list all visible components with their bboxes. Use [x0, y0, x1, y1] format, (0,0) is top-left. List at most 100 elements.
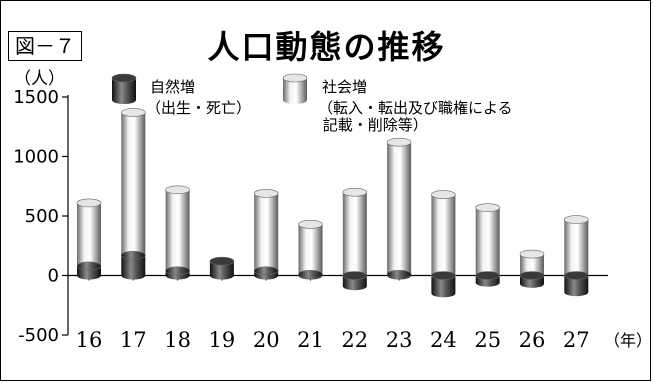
- cylinder-body: [431, 275, 456, 294]
- legend-natural-increase-label: 自然増: [150, 78, 196, 96]
- x-tick-label: 26: [519, 328, 546, 352]
- cylinder-top: [342, 271, 368, 280]
- bar-natural-increase-16: [76, 261, 102, 280]
- legend-natural-increase-icon: [111, 73, 137, 104]
- x-tick-label: 18: [164, 328, 191, 352]
- x-tick-label: 20: [253, 328, 280, 352]
- cylinder-top: [111, 73, 137, 83]
- cylinder-top: [563, 215, 589, 224]
- cylinder-body: [520, 254, 544, 276]
- cylinder-top: [121, 108, 146, 117]
- x-tick-label: 17: [120, 328, 147, 352]
- cylinder-body: [342, 275, 367, 287]
- legend-social-increase-label: 社会増: [322, 78, 368, 96]
- y-axis-unit-label: （人）: [14, 69, 65, 89]
- bar-social-increase-20: [253, 189, 279, 275]
- y-tick-label: 1000: [13, 147, 59, 168]
- cylinder-top: [165, 185, 190, 195]
- bar-social-increase-23: [386, 137, 412, 279]
- bar-natural-increase-27: [563, 271, 589, 297]
- cylinder-top: [519, 249, 545, 259]
- x-tick-label: 24: [430, 328, 457, 352]
- bar-natural-increase-18: [165, 266, 190, 280]
- bar-natural-increase-23: [386, 270, 412, 280]
- bar-social-increase-27: [563, 215, 589, 280]
- x-tick-label: 27: [563, 328, 590, 352]
- cylinder-top: [209, 256, 235, 266]
- cylinder-body: [475, 207, 500, 276]
- bar-natural-increase-20: [253, 266, 279, 280]
- cylinder-top: [431, 190, 456, 199]
- cylinder-bottom: [209, 271, 234, 280]
- cylinder-body: [254, 193, 279, 271]
- cylinder-body: [121, 255, 146, 276]
- cylinder-body: [387, 142, 412, 275]
- cylinder-top: [76, 261, 102, 271]
- cylinder-top: [342, 187, 368, 197]
- cylinder-bottom: [121, 271, 146, 280]
- cylinder-body: [121, 112, 146, 256]
- bar-social-increase-21: [298, 220, 323, 279]
- cylinder-body: [342, 192, 367, 276]
- cylinder-bottom: [77, 271, 101, 280]
- chart-title: 人口動態の推移: [207, 28, 446, 66]
- bar-social-increase-18: [165, 185, 190, 275]
- cylinder-bottom: [431, 289, 456, 298]
- x-tick-label: 16: [76, 328, 103, 352]
- x-tick-label: 23: [386, 328, 413, 352]
- bar-social-increase-17: [121, 108, 146, 260]
- cylinder-bottom: [342, 282, 367, 291]
- bar-social-increase-22: [342, 187, 368, 280]
- cylinder-top: [475, 271, 501, 280]
- cylinder-top: [386, 270, 412, 279]
- cylinder-top: [386, 137, 412, 147]
- cylinder-top: [76, 198, 102, 208]
- x-axis-unit-label: （年）: [604, 331, 653, 350]
- cylinder-body: [564, 275, 589, 293]
- y-tick-label: -500: [18, 325, 59, 346]
- cylinder-body: [283, 78, 307, 100]
- bar-natural-increase-25: [475, 271, 501, 287]
- bar-social-increase-16: [76, 198, 102, 270]
- bar-natural-increase-26: [519, 271, 545, 288]
- y-tick-label: 1500: [13, 87, 59, 108]
- cylinder-body: [165, 189, 190, 271]
- x-tick-label: 19: [209, 328, 236, 352]
- cylinder-bottom: [283, 96, 307, 104]
- x-tick-label: 25: [474, 328, 501, 352]
- cylinder-top: [121, 250, 146, 260]
- y-tick-label: 0: [48, 266, 59, 287]
- legend-social-increase-sublabel: （転入・転出及び職権による 記載・削除等）: [318, 99, 513, 134]
- cylinder-top: [519, 271, 545, 280]
- cylinder-bottom: [520, 279, 544, 288]
- bar-natural-increase-24: [431, 271, 456, 298]
- cylinder-top: [253, 189, 279, 198]
- cylinder-bottom: [112, 96, 136, 104]
- bar-natural-increase-19: [209, 256, 235, 280]
- cylinder-top: [298, 220, 323, 229]
- x-tick-label: 22: [341, 328, 368, 352]
- bar-natural-increase-22: [342, 271, 368, 291]
- cylinder-top: [475, 203, 501, 212]
- cylinder-top: [253, 266, 279, 276]
- bar-natural-increase-21: [298, 270, 323, 280]
- legend-natural-increase-sublabel: （出生・死亡）: [146, 99, 252, 117]
- bar-social-increase-24: [431, 190, 456, 280]
- y-tick-label: 500: [25, 206, 59, 227]
- cylinder-top: [282, 73, 308, 83]
- figure-number-label: 図－７: [8, 31, 82, 61]
- cylinder-bottom: [475, 278, 500, 287]
- x-tick-label: 21: [297, 328, 324, 352]
- cylinder-body: [77, 202, 101, 266]
- bar-social-increase-25: [475, 203, 501, 280]
- legend-social-increase-icon: [282, 73, 308, 104]
- cylinder-body: [298, 224, 323, 275]
- cylinder-top: [431, 271, 456, 280]
- cylinder-top: [563, 271, 589, 280]
- cylinder-bottom: [564, 288, 589, 297]
- cylinder-body: [431, 194, 456, 276]
- bar-natural-increase-17: [121, 250, 146, 280]
- cylinder-body: [564, 219, 589, 276]
